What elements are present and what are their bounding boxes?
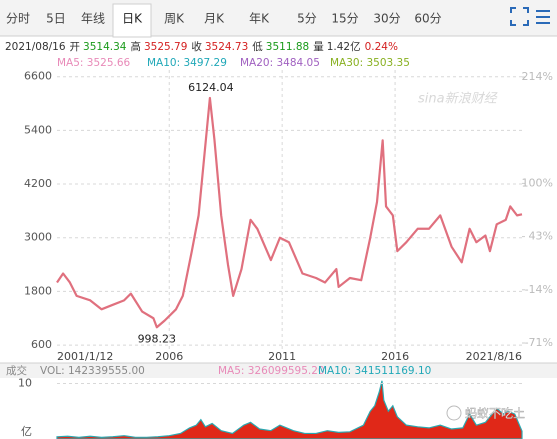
selected-tab bbox=[112, 3, 152, 38]
y2-tick-label: 100% bbox=[522, 176, 553, 189]
quote-line: 2021/08/16 开 3514.34 高 3525.79 收 3524.73 低 3511.… bbox=[5, 40, 398, 53]
price-line bbox=[56, 96, 523, 329]
tab[interactable]: 年K bbox=[249, 12, 270, 26]
quote-value: 3525.79 bbox=[144, 41, 187, 53]
y2-tick-label: 214% bbox=[522, 70, 553, 83]
extreme-label: 6124.04 bbox=[188, 81, 234, 94]
volume-y-unit: 亿 bbox=[21, 425, 32, 438]
volume-legend: VOL: 142339555.00 bbox=[40, 365, 145, 377]
y-tick-label: 1800 bbox=[24, 284, 52, 297]
quote-label: 收 bbox=[191, 40, 202, 53]
tab[interactable]: 5分 bbox=[297, 12, 317, 26]
y-tick-label: 3000 bbox=[24, 231, 52, 244]
quote-date: 2021/08/16 bbox=[5, 41, 66, 53]
tab-bar bbox=[0, 0, 557, 36]
wechat-watermark: 蚂蚁不吃土 bbox=[465, 406, 525, 421]
volume-y-tick-label: 10 bbox=[18, 377, 32, 390]
wechat-icon bbox=[446, 405, 462, 421]
y-tick-label: 5400 bbox=[24, 123, 52, 136]
y2-tick-label: -14% bbox=[525, 283, 553, 296]
ma-label: MA5: 3525.66 bbox=[57, 57, 131, 69]
fullscreen-icon[interactable] bbox=[510, 7, 529, 26]
y-tick-label: 600 bbox=[31, 338, 52, 351]
ma-label: MA30: 3503.35 bbox=[330, 57, 410, 69]
quote-label: 低 bbox=[252, 40, 263, 53]
ma-label: MA10: 3497.29 bbox=[147, 57, 227, 69]
y2-tick-label: -71% bbox=[525, 336, 553, 349]
volume-title: 成交 bbox=[6, 364, 27, 377]
quote-value: 3514.34 bbox=[83, 41, 127, 53]
quote-label: 高 bbox=[130, 40, 141, 53]
volume-header bbox=[0, 363, 557, 378]
volume-area bbox=[56, 380, 523, 439]
quote-value: 3511.88 bbox=[266, 41, 309, 53]
quote-label: 开 bbox=[70, 41, 81, 53]
volume-legend: MA10: 341511169.10 bbox=[318, 365, 431, 377]
settings-icon[interactable] bbox=[536, 10, 550, 24]
tab[interactable]: 周K bbox=[164, 12, 185, 26]
tab[interactable]: 5日 bbox=[46, 12, 66, 26]
quote-value: 3524.73 bbox=[205, 41, 248, 53]
ma-label: MA20: 3484.05 bbox=[240, 57, 320, 69]
y2-tick-label: 43% bbox=[529, 230, 553, 243]
watermark: sina新浪财经 bbox=[418, 91, 499, 107]
x-tick-label: 2016 bbox=[381, 350, 409, 363]
quote-value: 1.42亿 bbox=[327, 40, 361, 53]
y-tick-label: 4200 bbox=[24, 177, 52, 190]
quote-change: 0.24% bbox=[365, 41, 398, 53]
extreme-label: 998.23 bbox=[138, 332, 177, 345]
x-tick-label: 2001/1/12 bbox=[57, 350, 113, 363]
quote-label: 量 bbox=[313, 41, 324, 53]
tab[interactable]: 分时 bbox=[6, 12, 30, 26]
y-tick-label: 6600 bbox=[24, 70, 52, 83]
tab[interactable]: 15分 bbox=[331, 12, 358, 26]
x-tick-label: 2006 bbox=[155, 350, 183, 363]
tab[interactable]: 60分 bbox=[414, 12, 441, 26]
tab[interactable]: 年线 bbox=[81, 12, 105, 26]
tab[interactable]: 日K bbox=[122, 12, 143, 26]
tab[interactable]: 30分 bbox=[373, 12, 400, 26]
tab[interactable]: 月K bbox=[204, 12, 225, 26]
volume-legend: MA5: 326099595.20 bbox=[218, 365, 325, 377]
x-tick-label: 2021/8/16 bbox=[466, 350, 522, 363]
x-tick-label: 2011 bbox=[268, 350, 296, 363]
